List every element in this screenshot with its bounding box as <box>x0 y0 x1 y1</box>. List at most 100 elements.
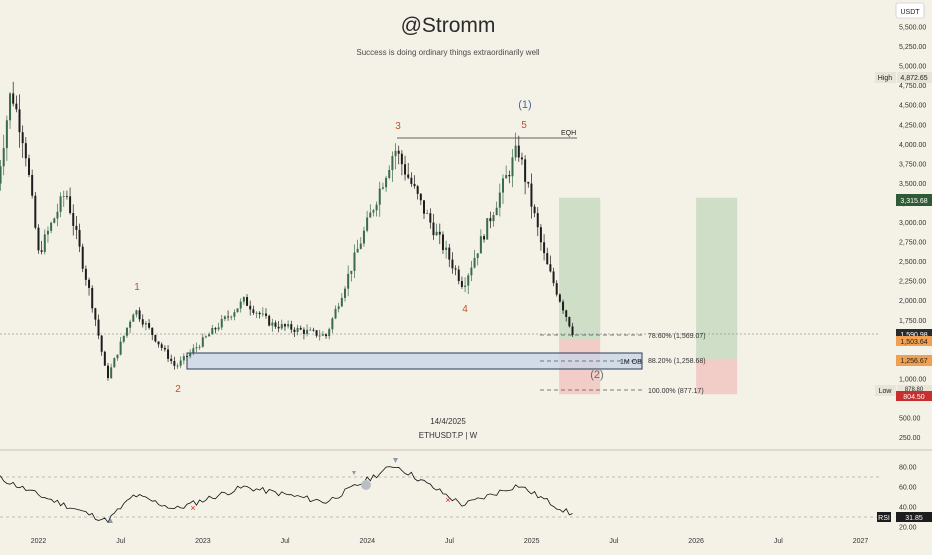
candle-body <box>277 326 280 329</box>
rsi-tick-label: 60.00 <box>899 485 917 492</box>
rsi-label: RSI <box>878 515 890 522</box>
candle-body <box>65 196 68 197</box>
candle-body <box>97 319 100 336</box>
candle-body <box>271 322 274 326</box>
candle-body <box>69 196 72 214</box>
candle-body <box>337 306 340 309</box>
candle-body <box>419 193 422 201</box>
candle-body <box>107 365 109 379</box>
candle-body <box>2 148 5 167</box>
wave-1-label: 1 <box>134 282 140 293</box>
candle-body <box>24 143 27 159</box>
candle-body <box>138 310 141 320</box>
low-value-bg <box>897 385 932 392</box>
candle-body <box>135 310 138 315</box>
candle-body <box>407 174 410 178</box>
currency-box[interactable] <box>895 2 925 19</box>
price-tick-label: 4,000.00 <box>899 142 926 149</box>
candle-body <box>302 329 305 334</box>
candle-body <box>148 323 151 328</box>
wave-4-label: 4 <box>462 304 468 315</box>
price-tick-label: 500.00 <box>899 416 921 423</box>
candle-body <box>201 337 204 347</box>
rsi-value-badge <box>896 512 932 522</box>
candle-body <box>122 335 125 342</box>
time-tick-label: 2023 <box>195 538 211 545</box>
candle-body <box>18 109 21 133</box>
candle-body <box>198 346 201 348</box>
candle-body <box>555 283 558 295</box>
candle-body <box>546 253 549 265</box>
candle-body <box>43 234 46 252</box>
rsi-cross-marker: × <box>445 495 450 505</box>
candle-body <box>246 297 249 306</box>
candle-body <box>75 225 78 230</box>
candle-body <box>306 329 309 334</box>
price-tick-label: 3,500.00 <box>899 181 926 188</box>
candle-body <box>441 234 444 250</box>
candle-body <box>293 329 296 332</box>
candle-body <box>562 301 565 311</box>
candle-body <box>31 174 34 196</box>
rsi-divergence-marker <box>108 518 113 523</box>
candle-body <box>426 213 429 215</box>
candle-body <box>141 319 144 325</box>
candle-body <box>372 210 375 213</box>
price-tick-label: 4,500.00 <box>899 103 926 110</box>
rsi-markers: × × <box>108 458 451 523</box>
candle-body <box>214 328 217 330</box>
candle-body <box>186 356 188 357</box>
candle-body <box>167 349 170 359</box>
order-block-box[interactable] <box>186 352 643 370</box>
low-value: 878.80 <box>905 387 924 393</box>
candle-body <box>388 170 391 178</box>
candle-body <box>144 323 147 325</box>
candle-body <box>217 327 220 330</box>
candle-body <box>517 145 520 158</box>
candle-body <box>347 273 350 289</box>
time-tick-label: Jul <box>609 538 618 545</box>
price-tick-label: 2,500.00 <box>899 259 926 266</box>
candle-body <box>505 174 508 179</box>
high-value: 4,872.65 <box>900 75 927 82</box>
candle-body <box>170 358 173 362</box>
stop-badge <box>896 391 932 401</box>
fib-786-label: 78.60% (1,569.07) <box>648 333 706 340</box>
symbol-label: ETHUSDT.P | W <box>419 431 478 440</box>
candle-body <box>21 132 24 144</box>
candle-body <box>483 236 486 240</box>
candle-body <box>59 196 62 212</box>
candle-body <box>464 285 467 287</box>
candle-body <box>290 324 293 330</box>
candle-body <box>233 312 236 317</box>
candle-body <box>362 230 365 244</box>
candle-body <box>12 93 15 104</box>
candle-body <box>268 315 271 326</box>
price-axis[interactable]: 5,500.00 5,250.00 5,000.00 4,750.00 4,500.00… <box>899 25 926 532</box>
candle-body <box>211 328 214 335</box>
candle-body <box>394 150 397 157</box>
candle-body <box>88 279 91 288</box>
ob-badge <box>896 355 932 366</box>
rsi-circle-marker <box>361 480 371 490</box>
candle-body <box>356 248 359 253</box>
time-tick-label: Jul <box>116 538 125 545</box>
candle-body <box>473 257 476 268</box>
time-tick-label: 2027 <box>853 538 869 545</box>
candle-body <box>9 93 12 121</box>
candle-body <box>530 183 533 207</box>
candle-body <box>227 316 230 318</box>
candle-body <box>81 246 84 269</box>
candle-body <box>514 145 517 158</box>
candle-body <box>72 213 75 226</box>
candle-body <box>397 150 400 154</box>
time-tick-label: Jul <box>774 538 783 545</box>
time-axis[interactable]: 2022 Jul 2023 Jul 2024 Jul 2025 Jul 2026 Jul 2027 <box>31 538 869 545</box>
candle-body <box>366 217 369 231</box>
candle-body <box>445 247 448 250</box>
time-tick-label: 2022 <box>31 538 47 545</box>
candle-body <box>404 164 407 175</box>
candle-body <box>558 294 561 302</box>
